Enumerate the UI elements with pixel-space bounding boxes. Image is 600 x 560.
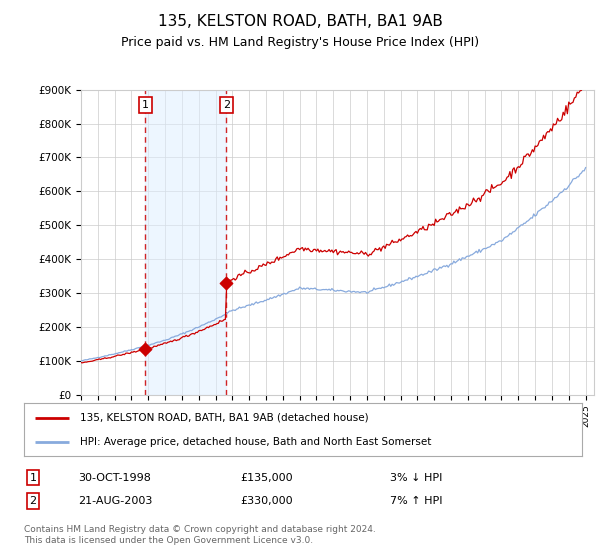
Text: £135,000: £135,000 [240, 473, 293, 483]
Text: 1: 1 [142, 100, 149, 110]
Text: Contains HM Land Registry data © Crown copyright and database right 2024.
This d: Contains HM Land Registry data © Crown c… [24, 525, 376, 545]
Text: 135, KELSTON ROAD, BATH, BA1 9AB (detached house): 135, KELSTON ROAD, BATH, BA1 9AB (detach… [80, 413, 368, 423]
Bar [145, 90, 226, 395]
Text: 21-AUG-2003: 21-AUG-2003 [78, 496, 152, 506]
Text: 1: 1 [29, 473, 37, 483]
Text: 3% ↓ HPI: 3% ↓ HPI [390, 473, 442, 483]
Point [140, 344, 150, 353]
Text: £330,000: £330,000 [240, 496, 293, 506]
Text: 30-OCT-1998: 30-OCT-1998 [78, 473, 151, 483]
Text: HPI: Average price, detached house, Bath and North East Somerset: HPI: Average price, detached house, Bath… [80, 437, 431, 447]
Text: Price paid vs. HM Land Registry's House Price Index (HPI): Price paid vs. HM Land Registry's House … [121, 36, 479, 49]
Text: 7% ↑ HPI: 7% ↑ HPI [390, 496, 443, 506]
Text: 2: 2 [29, 496, 37, 506]
Text: 2: 2 [223, 100, 230, 110]
Point [221, 278, 231, 287]
Text: 135, KELSTON ROAD, BATH, BA1 9AB: 135, KELSTON ROAD, BATH, BA1 9AB [158, 14, 442, 29]
